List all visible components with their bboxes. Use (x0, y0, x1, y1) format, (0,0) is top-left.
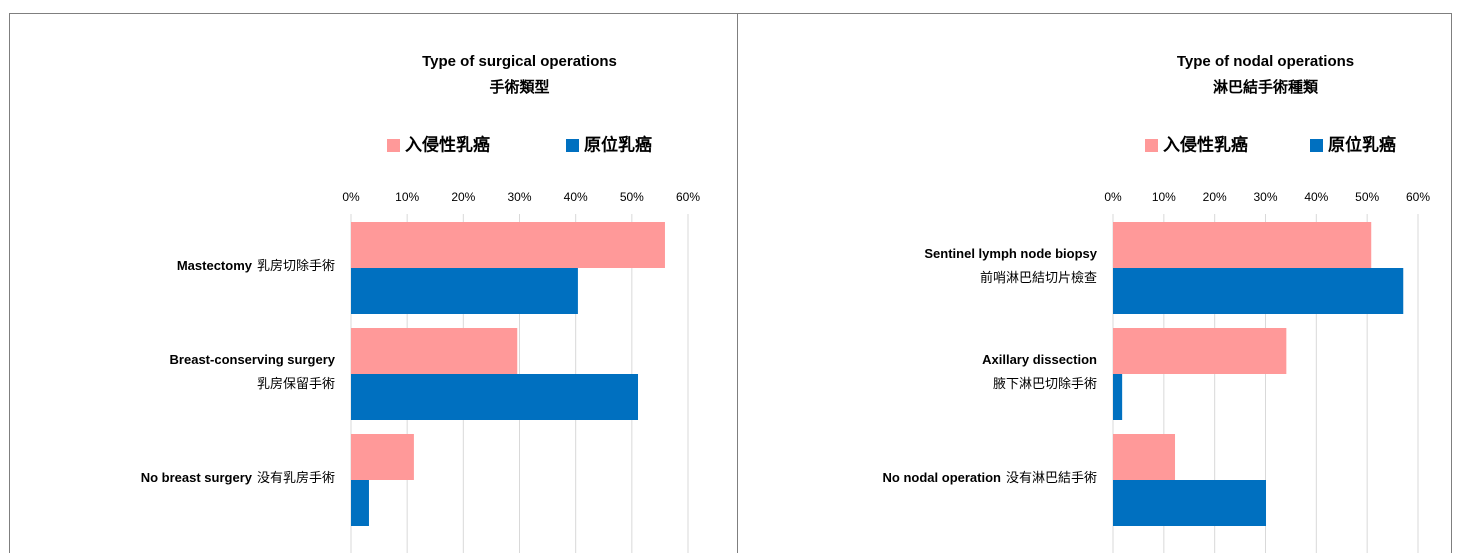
category-label: Mastectomy 乳房切除手術 (177, 258, 335, 273)
x-tick-label: 40% (564, 190, 588, 204)
legend-label: 原位乳癌 (584, 134, 652, 154)
chart-title: Type of nodal operations (1177, 53, 1354, 70)
x-tick-label: 60% (676, 190, 700, 204)
x-tick-label: 10% (395, 190, 419, 204)
category-label: Sentinel lymph node biopsy (924, 246, 1097, 261)
bar (1113, 374, 1123, 420)
bar (351, 268, 578, 314)
category-label-part: 乳房保留手術 (257, 376, 335, 391)
chart-subtitle: 淋巴結手術種類 (1213, 78, 1319, 96)
category-label-part: No nodal operation (883, 470, 1002, 485)
category-label: 腋下淋巴切除手術 (993, 376, 1097, 391)
legend-swatch (566, 139, 579, 152)
category-label: 乳房保留手術 (257, 376, 335, 391)
category-label-part: 乳房切除手術 (257, 258, 335, 273)
bar (351, 328, 518, 374)
x-tick-label: 30% (1253, 190, 1277, 204)
chart-title: Type of surgical operations (422, 53, 617, 70)
bar (1113, 222, 1372, 268)
legend-swatch (1145, 139, 1158, 152)
category-label: 前哨淋巴結切片檢查 (980, 270, 1097, 285)
x-tick-label: 50% (1355, 190, 1379, 204)
bar (1113, 480, 1267, 526)
x-tick-label: 40% (1304, 190, 1328, 204)
category-label: No breast surgery 没有乳房手術 (141, 470, 335, 485)
category-label-part: 前哨淋巴結切片檢查 (980, 270, 1097, 285)
category-label: No nodal operation 没有淋巴結手術 (883, 470, 1097, 485)
x-tick-label: 20% (1203, 190, 1227, 204)
category-label: Axillary dissection (982, 352, 1097, 367)
chart-subtitle: 手術類型 (489, 78, 549, 96)
x-tick-label: 30% (507, 190, 531, 204)
category-label-part: Breast-conserving surgery (170, 352, 336, 367)
x-tick-label: 0% (1104, 190, 1122, 204)
legend-label: 入侵性乳癌 (1163, 134, 1248, 154)
category-label-part: Sentinel lymph node biopsy (924, 246, 1097, 261)
legend-swatch (387, 139, 400, 152)
category-label: Breast-conserving surgery (170, 352, 336, 367)
bar (351, 480, 369, 526)
legend-label: 入侵性乳癌 (405, 134, 490, 154)
bar (351, 434, 414, 480)
category-label-part: Axillary dissection (982, 352, 1097, 367)
x-tick-label: 50% (620, 190, 644, 204)
category-label-part: Mastectomy (177, 258, 253, 273)
category-label-part: 腋下淋巴切除手術 (993, 376, 1097, 391)
bar (1113, 268, 1404, 314)
x-tick-label: 10% (1152, 190, 1176, 204)
x-tick-label: 60% (1406, 190, 1430, 204)
x-tick-label: 20% (451, 190, 475, 204)
category-label-part: 没有淋巴結手術 (1006, 470, 1097, 485)
legend-label: 原位乳癌 (1328, 134, 1396, 154)
bar (1113, 434, 1176, 480)
bar (351, 374, 639, 420)
legend-swatch (1310, 139, 1323, 152)
category-label-part: 没有乳房手術 (257, 470, 335, 485)
bar (351, 222, 665, 268)
bar (1113, 328, 1287, 374)
x-tick-label: 0% (342, 190, 360, 204)
category-label-part: No breast surgery (141, 470, 253, 485)
